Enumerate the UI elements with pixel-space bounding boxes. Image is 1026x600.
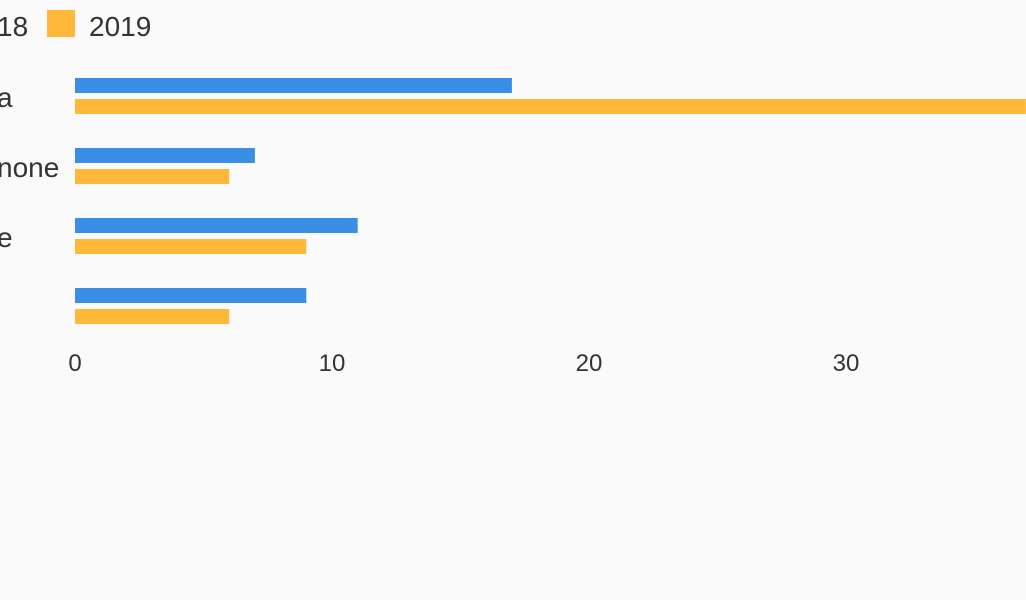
bars xyxy=(75,78,1026,324)
category-label-none: none xyxy=(0,152,59,183)
legend-label-series-1: 18 xyxy=(0,11,28,42)
x-tick-label-20: 20 xyxy=(576,350,603,377)
bar-e-series-2 xyxy=(75,239,307,254)
x-tick-label-0: 0 xyxy=(68,350,81,377)
bar-category-4-series-2 xyxy=(75,309,230,324)
bar-a-series-2 xyxy=(75,99,1026,114)
x-tick-label-30: 30 xyxy=(833,350,860,377)
bar-e-series-1 xyxy=(75,218,358,233)
category-label-e: e xyxy=(0,222,13,253)
bar-none-series-2 xyxy=(75,169,230,184)
legend: 18 2019 xyxy=(0,10,151,42)
category-labels: a none e xyxy=(0,82,59,253)
legend-label-series-2: 2019 xyxy=(89,11,151,42)
bar-category-4-series-1 xyxy=(75,288,307,303)
bar-none-series-1 xyxy=(75,148,255,163)
x-axis: 0 10 20 30 xyxy=(68,350,859,377)
x-tick-label-10: 10 xyxy=(319,350,346,377)
legend-swatch-series-2 xyxy=(47,10,75,37)
category-label-a: a xyxy=(0,82,13,113)
bar-a-series-1 xyxy=(75,78,512,93)
